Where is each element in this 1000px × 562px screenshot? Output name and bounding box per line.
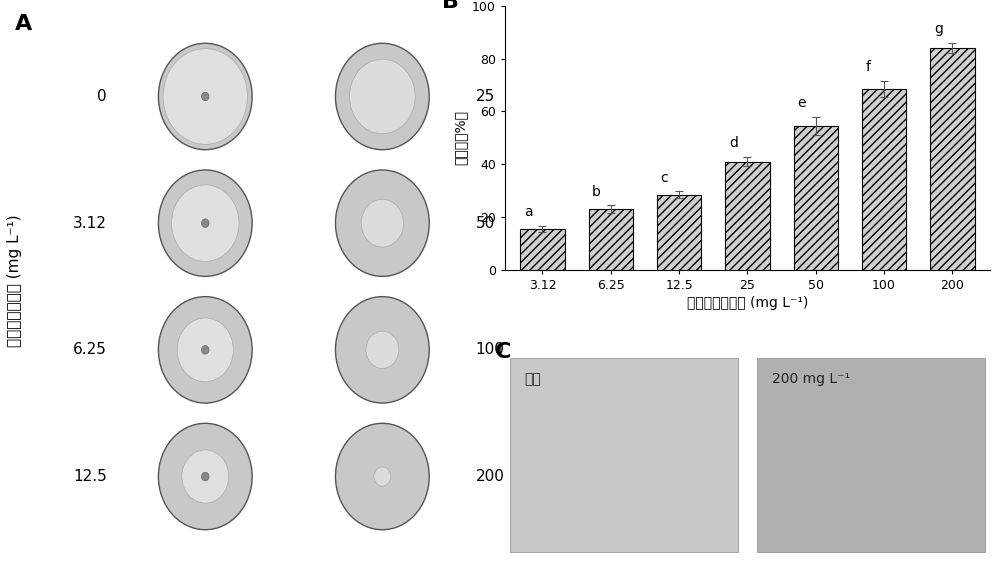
Circle shape <box>177 318 233 382</box>
Circle shape <box>202 472 209 481</box>
Circle shape <box>335 43 429 149</box>
Text: 6.25: 6.25 <box>73 342 107 357</box>
Bar <box>657 194 701 270</box>
Circle shape <box>202 219 209 228</box>
Circle shape <box>374 467 391 486</box>
Circle shape <box>182 450 229 503</box>
Y-axis label: 抑菌率（%）: 抑菌率（%） <box>454 110 468 165</box>
Circle shape <box>172 185 239 261</box>
Text: a: a <box>524 205 532 219</box>
Text: b: b <box>592 185 601 198</box>
Bar <box>794 126 838 270</box>
Text: C: C <box>495 342 512 362</box>
FancyBboxPatch shape <box>510 358 738 552</box>
Text: 50: 50 <box>476 216 495 230</box>
Circle shape <box>158 423 252 530</box>
Circle shape <box>361 199 403 247</box>
FancyBboxPatch shape <box>757 358 985 552</box>
Text: d: d <box>729 136 738 150</box>
Text: 200 mg L⁻¹: 200 mg L⁻¹ <box>772 373 850 387</box>
Circle shape <box>202 92 209 101</box>
Circle shape <box>335 423 429 530</box>
Circle shape <box>158 170 252 277</box>
Bar <box>930 48 975 270</box>
Text: c: c <box>660 171 668 185</box>
Text: 100: 100 <box>476 342 505 357</box>
Text: g: g <box>934 22 943 36</box>
Text: 对照: 对照 <box>524 373 541 387</box>
Text: A: A <box>15 14 32 34</box>
Text: 3.12: 3.12 <box>73 216 107 230</box>
Circle shape <box>158 43 252 149</box>
Bar <box>725 162 770 270</box>
Circle shape <box>335 297 429 403</box>
X-axis label: 发酵提取物浓度 (mg L⁻¹): 发酵提取物浓度 (mg L⁻¹) <box>687 296 808 310</box>
Circle shape <box>163 48 247 144</box>
Circle shape <box>158 297 252 403</box>
Circle shape <box>350 59 415 134</box>
Text: 12.5: 12.5 <box>73 469 107 484</box>
Text: 25: 25 <box>476 89 495 104</box>
Text: 200: 200 <box>476 469 505 484</box>
Bar <box>520 229 565 270</box>
Text: e: e <box>797 96 806 110</box>
Text: 0: 0 <box>97 89 107 104</box>
Circle shape <box>202 346 209 354</box>
Bar <box>862 89 906 270</box>
Text: B: B <box>442 0 459 12</box>
Text: 发酵提取物浓度 (mg L⁻¹): 发酵提取物浓度 (mg L⁻¹) <box>7 215 22 347</box>
Text: f: f <box>865 60 870 74</box>
Bar <box>589 209 633 270</box>
Circle shape <box>335 170 429 277</box>
Circle shape <box>366 331 399 369</box>
